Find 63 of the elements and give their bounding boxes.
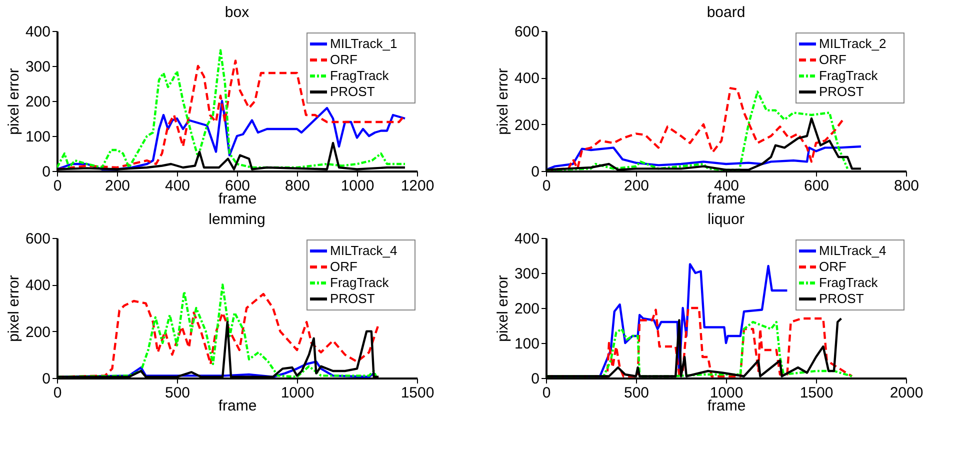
y-tick-label: 200 (514, 116, 540, 134)
y-tick-label: 400 (25, 277, 50, 294)
x-tick-label: 0 (542, 384, 551, 402)
x-tick-label: 600 (804, 178, 830, 194)
x-tick-label: 800 (284, 178, 310, 194)
y-tick-label: 300 (25, 58, 50, 76)
x-tick-label: 1500 (400, 384, 434, 402)
y-axis-title: pixel error (5, 68, 22, 135)
y-tick-label: 400 (514, 230, 540, 248)
y-tick-label: 200 (25, 94, 50, 110)
y-axis-title: pixel error (494, 275, 512, 342)
x-tick-label: 2000 (890, 384, 924, 402)
y-tick-label: 600 (25, 230, 50, 248)
legend-label: PROST (330, 291, 375, 306)
y-axis-title: pixel error (5, 275, 22, 342)
x-tick-label: 1200 (400, 178, 434, 194)
x-tick-label: 500 (624, 384, 650, 402)
chart-title: lemming (208, 211, 266, 228)
x-axis-title: frame (218, 398, 257, 414)
legend-label: FragTrack (330, 275, 390, 290)
legend-label: MILTrack_2 (819, 36, 886, 51)
y-tick-label: 100 (514, 336, 540, 352)
y-tick-label: 200 (514, 300, 540, 318)
y-tick-label: 200 (25, 324, 50, 341)
y-tick-label: 400 (25, 24, 50, 40)
x-tick-label: 400 (164, 178, 190, 194)
x-axis-title: frame (707, 398, 746, 414)
x-tick-label: 0 (53, 178, 62, 194)
x-tick-label: 200 (104, 178, 130, 194)
legend-label: ORF (819, 52, 846, 67)
x-tick-label: 1000 (280, 384, 314, 402)
chart-title: box (224, 4, 250, 21)
chart-title: liquor (708, 211, 744, 228)
legend-label: PROST (330, 84, 375, 99)
line-series (546, 145, 862, 171)
y-tick-label: 600 (514, 24, 540, 40)
x-tick-label: 1000 (340, 178, 374, 194)
x-tick-label: 1500 (800, 384, 834, 402)
legend-label: PROST (819, 84, 864, 99)
x-tick-label: 0 (53, 384, 62, 402)
legend-label: ORF (819, 259, 846, 274)
y-tick-label: 300 (514, 266, 540, 282)
x-tick-label: 800 (894, 178, 920, 194)
y-tick-label: 0 (42, 370, 50, 388)
legend-label: MILTrack_4 (330, 243, 398, 258)
y-tick-label: 400 (514, 70, 540, 88)
x-tick-label: 200 (624, 178, 650, 194)
y-axis-title: pixel error (494, 68, 512, 135)
legend-label: ORF (330, 259, 358, 274)
x-tick-label: 500 (164, 384, 190, 402)
legend-label: FragTrack (330, 68, 390, 83)
y-tick-label: 100 (25, 128, 50, 146)
y-tick-label: 0 (42, 164, 50, 180)
y-tick-label: 0 (531, 370, 540, 388)
legend-label: ORF (330, 52, 358, 67)
legend-label: FragTrack (819, 275, 878, 290)
y-tick-label: 0 (531, 164, 540, 180)
legend-label: MILTrack_4 (819, 243, 886, 258)
legend-label: MILTrack_1 (330, 36, 398, 51)
chart-title: board (706, 4, 746, 21)
legend-label: PROST (819, 291, 864, 306)
x-tick-label: 0 (542, 178, 551, 194)
legend-label: FragTrack (819, 68, 878, 83)
